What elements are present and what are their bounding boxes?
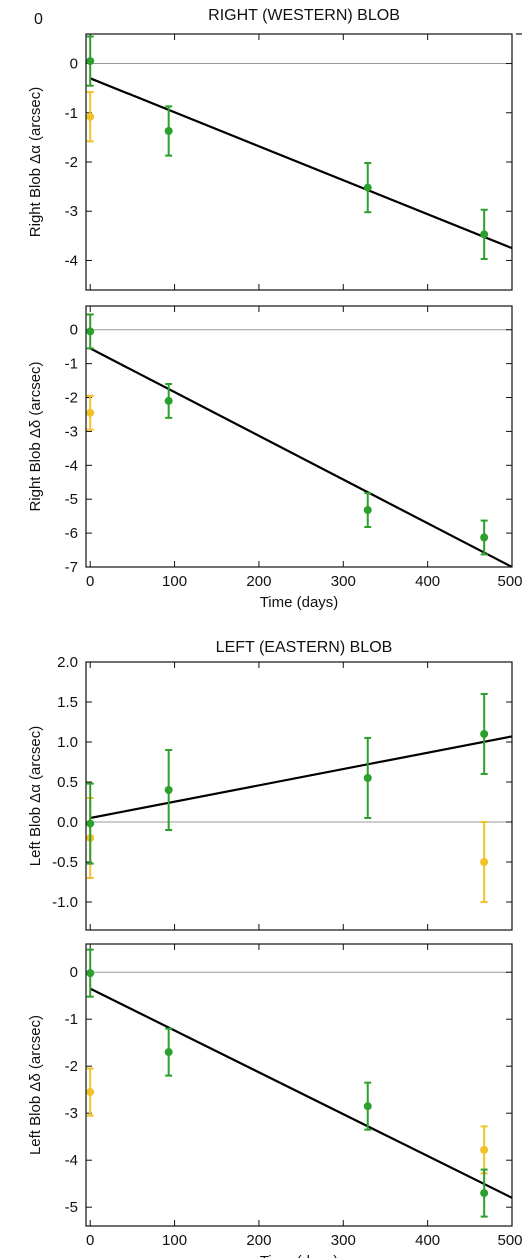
y-axis-title: Right Blob Δδ (arcsec) (27, 361, 44, 511)
x-tick-label: 400 (415, 573, 440, 590)
y-tick-label: 0 (70, 56, 78, 73)
y-axis-title: Left Blob Δα (arcsec) (27, 726, 44, 866)
y-tick-label: -3 (65, 203, 78, 220)
x-axis-title: Time (days) (260, 594, 339, 611)
y-tick-label: -4 (65, 252, 78, 269)
y-tick-label: 2.0 (57, 654, 78, 671)
green-data-point (363, 1102, 372, 1111)
group-title-left-blob: LEFT (EASTERN) BLOB (216, 639, 393, 656)
y-tick-label: -1.0 (52, 894, 78, 911)
green-data-point (86, 819, 95, 828)
green-data-point (164, 126, 173, 135)
x-tick-label: 100 (162, 1232, 187, 1249)
y-tick-label: -6 (65, 525, 78, 542)
green-data-point (480, 1189, 489, 1198)
y-tick-label: -2 (65, 1058, 78, 1075)
y-tick-label: -0.5 (52, 854, 78, 871)
x-tick-label: 0 (86, 573, 94, 590)
plot-frame (85, 943, 513, 1227)
y-tick-label: -1 (65, 105, 78, 122)
y-axis-title: Left Blob Δδ (arcsec) (27, 1015, 44, 1155)
y-tick-label: 1.0 (57, 734, 78, 751)
y-tick-label: 1.5 (57, 694, 78, 711)
x-tick-label: 400 (415, 1232, 440, 1249)
fit-line (89, 77, 512, 250)
plot-frame (85, 33, 513, 291)
green-data-point (86, 327, 95, 336)
green-data-point (480, 730, 489, 738)
y-tick-label: -4 (65, 1152, 78, 1169)
group-title-right-blob: RIGHT (WESTERN) BLOB (208, 7, 400, 24)
chart-panel-4: 0 -1 -2 -3 -4 -5 0 100 200 300 400 500 Left Blob Δδ … (27, 943, 523, 1258)
x-tick-label: 500 (497, 1232, 522, 1249)
green-data-point (363, 506, 372, 515)
plot-frame (85, 305, 513, 568)
chart-panel-1: 0 -1 -2 -3 -4 Right Blob Δα (arcsec) (27, 33, 513, 291)
green-data-point (86, 969, 95, 978)
chart-panel-3: 2.0 1.5 1.0 0.5 0.0 -0.5 -1.0 Left Blob Δα (arc… (27, 654, 513, 931)
chart-panel-2: 0 -1 -2 -3 -4 -5 -6 -7 0 100 200 300 400 500 Right Blo… (27, 305, 523, 611)
y-tick-label: -3 (65, 423, 78, 440)
x-tick-label: 100 (162, 573, 187, 590)
yellow-data-point (480, 858, 489, 866)
x-tick-label: 500 (497, 573, 522, 590)
green-data-point (363, 183, 372, 192)
y-tick-label: 0 (70, 322, 78, 339)
y-tick-label: -3 (65, 1105, 78, 1122)
x-tick-label: 200 (246, 573, 271, 590)
green-data-point (480, 533, 489, 542)
green-data-point (164, 1048, 173, 1057)
plot-frame (85, 661, 513, 931)
y-tick-label: 0 (70, 964, 78, 981)
green-data-point (164, 396, 173, 405)
y-tick-label: -5 (65, 491, 78, 508)
x-tick-label: 300 (331, 573, 356, 590)
fit-line (90, 735, 512, 820)
y-tick-label: -1 (65, 356, 78, 373)
yellow-data-point (480, 1145, 489, 1154)
y-tick-label: 0.5 (57, 774, 78, 791)
stray-zero-label: 0 (34, 11, 43, 28)
y-axis-title: Right Blob Δα (arcsec) (27, 87, 44, 237)
y-tick-label: -4 (65, 457, 78, 474)
yellow-data-point (86, 112, 95, 121)
y-tick-label: 0.0 (57, 814, 78, 831)
fit-line (89, 347, 512, 567)
yellow-data-point (86, 1088, 95, 1097)
y-tick-label: -1 (65, 1011, 78, 1028)
x-tick-label: 0 (86, 1232, 94, 1249)
chart-panels: 0 -1 -2 -3 -4 Right Blob Δα (arcsec) 0 -1 -2 -3 -4… (27, 33, 523, 1258)
green-data-point (363, 774, 372, 782)
green-data-point (86, 57, 95, 66)
y-tick-label: -2 (65, 390, 78, 407)
green-data-point (164, 786, 173, 794)
y-tick-label: -7 (65, 559, 78, 576)
yellow-data-point (86, 408, 95, 417)
x-axis-title: Time (days) (260, 1253, 339, 1258)
x-tick-label: 300 (331, 1232, 356, 1249)
y-tick-label: -5 (65, 1199, 78, 1216)
green-data-point (480, 230, 489, 239)
x-tick-label: 200 (246, 1232, 271, 1249)
fit-line (89, 987, 512, 1199)
y-tick-label: -2 (65, 154, 78, 171)
